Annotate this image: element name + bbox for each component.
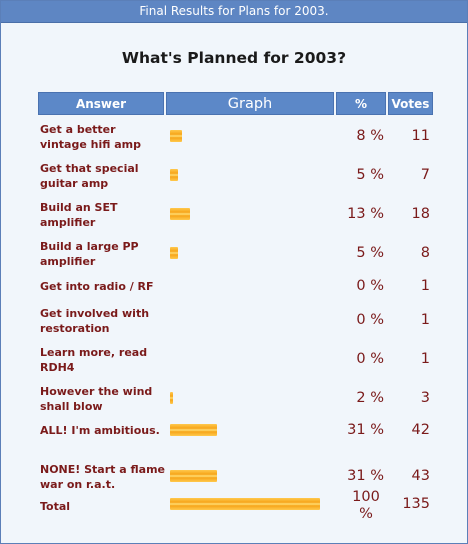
percent-column-header: % xyxy=(336,92,386,115)
percent-value: 5 % xyxy=(356,167,384,183)
answer-label: Learn more, read RDH4 xyxy=(40,346,148,374)
answer-label: ALL! I'm ambitious. xyxy=(40,424,160,437)
percent-value: 0 % xyxy=(356,351,384,367)
percent-value: 8 % xyxy=(356,128,384,144)
votes-value: 18 xyxy=(411,206,430,222)
result-bar xyxy=(170,208,190,220)
percent-value: 31 % xyxy=(347,468,384,484)
answer-label: Get that special guitar amp xyxy=(40,162,139,190)
votes-value: 1 xyxy=(420,312,430,328)
answer-label: Build a large PP amplifier xyxy=(40,240,139,268)
table-row: However the wind shall blow 2 % 3 xyxy=(1,384,467,414)
votes-column-header: Votes xyxy=(388,92,433,115)
result-bar xyxy=(170,392,173,404)
total-row: Total 100 % 135 xyxy=(1,489,467,523)
table-row: Get involved with restoration 0 % 1 xyxy=(1,306,467,336)
result-bar xyxy=(170,130,182,142)
percent-value: 5 % xyxy=(356,245,384,261)
percent-value: 13 % xyxy=(347,206,384,222)
percent-value: 31 % xyxy=(347,421,384,438)
answer-label: Get a better vintage hifi amp xyxy=(40,123,141,151)
result-bar xyxy=(170,470,217,482)
table-row: ALL! I'm ambitious. 31 % 42 xyxy=(1,421,467,447)
answer-label: Build an SET amplifier xyxy=(40,201,118,229)
answer-label: Get involved with restoration xyxy=(40,307,150,335)
result-bar xyxy=(170,169,178,181)
answer-column-header: Answer xyxy=(38,92,164,115)
total-bar xyxy=(170,498,320,510)
total-votes: 135 xyxy=(402,496,430,512)
poll-question: What's Planned for 2003? xyxy=(121,49,347,67)
answer-label: NONE! Start a flame war on r.a.t. xyxy=(40,463,165,491)
percent-value: 0 % xyxy=(356,312,384,328)
votes-value: 3 xyxy=(420,390,430,406)
votes-value: 42 xyxy=(411,421,430,438)
table-row: Get a better vintage hifi amp 8 % 11 xyxy=(1,122,467,152)
table-row: Get that special guitar amp 5 % 7 xyxy=(1,161,467,191)
votes-value: 11 xyxy=(411,128,430,144)
percent-value: 2 % xyxy=(356,390,384,406)
votes-value: 1 xyxy=(420,351,430,367)
graph-column-header: Graph xyxy=(166,92,334,115)
percent-value: 0 % xyxy=(356,277,384,294)
votes-value: 1 xyxy=(420,277,430,294)
total-percent: 100 % xyxy=(352,489,380,522)
table-row: Build an SET amplifier 13 % 18 xyxy=(1,200,467,230)
window-title: Final Results for Plans for 2003. xyxy=(1,1,467,23)
result-bar xyxy=(170,423,217,436)
table-row: NONE! Start a flame war on r.a.t. 31 % 43 xyxy=(1,462,467,492)
table-row: Learn more, read RDH4 0 % 1 xyxy=(1,345,467,375)
total-label: Total xyxy=(40,500,71,513)
votes-value: 8 xyxy=(420,245,430,261)
votes-value: 7 xyxy=(420,167,430,183)
result-bar xyxy=(170,247,178,259)
table-row: Get into radio / RF 0 % 1 xyxy=(1,277,467,303)
answer-label: Get into radio / RF xyxy=(40,280,154,293)
answer-label: However the wind shall blow xyxy=(40,385,153,413)
votes-value: 43 xyxy=(411,468,430,484)
table-row: Build a large PP amplifier 5 % 8 xyxy=(1,239,467,269)
